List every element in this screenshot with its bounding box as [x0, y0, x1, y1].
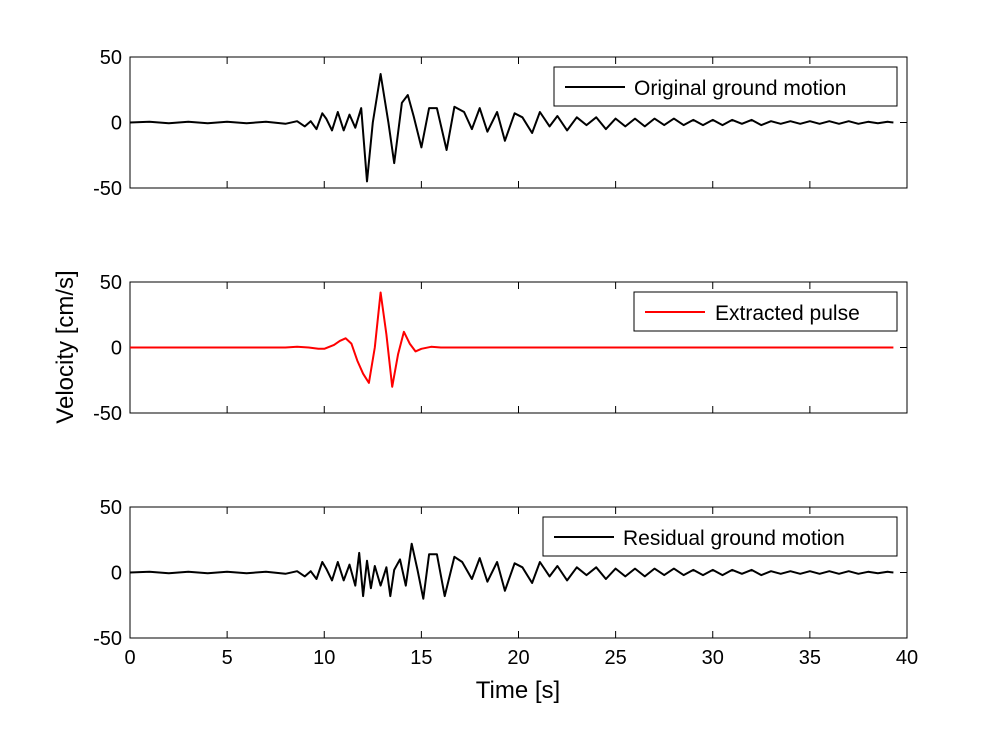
panel-pulse-x-ticks	[129, 282, 908, 413]
series-line-pulse	[130, 291, 894, 388]
legend-original-label: Original ground motion	[634, 77, 846, 100]
x-tick-label: 0	[124, 647, 135, 669]
panel-original: -50 0 50 Original ground motion	[93, 47, 908, 200]
y-tick-label: -50	[93, 403, 122, 425]
y-tick-label: -50	[93, 628, 122, 650]
y-tick-label: 50	[100, 497, 122, 519]
legend-original: Original ground motion	[553, 66, 898, 107]
x-tick-label: 15	[410, 647, 432, 669]
legend-residual: Residual ground motion	[542, 516, 898, 557]
legend-residual-label: Residual ground motion	[623, 527, 845, 550]
x-tick-label: 35	[799, 647, 821, 669]
y-tick-label: 0	[111, 563, 122, 585]
panel-original-y-ticks: -50 0 50	[93, 47, 907, 200]
series-line-residual	[129, 542, 894, 600]
x-axis-title: Time [s]	[476, 677, 560, 704]
series-line-original	[129, 73, 894, 183]
x-tick-label: 5	[222, 647, 233, 669]
x-tick-label: 40	[896, 647, 918, 669]
y-axis-title: Velocity [cm/s]	[52, 270, 79, 423]
panel-original-x-ticks	[129, 57, 908, 188]
y-tick-label: 50	[100, 272, 122, 294]
panel-residual-y-ticks: -50 0 50	[93, 497, 907, 650]
y-tick-label: 50	[100, 47, 122, 69]
legend-pulse-label: Extracted pulse	[715, 302, 860, 325]
y-tick-label: 0	[111, 338, 122, 360]
panel-pulse-y-ticks: -50 0 50	[93, 272, 907, 425]
y-tick-label: 0	[111, 113, 122, 135]
panel-pulse: -50 0 50 Extracted pulse Velocity [cm/s]	[52, 270, 908, 425]
panel-residual-x-ticks: 0 5 10 15 20 25 30 35 40	[124, 507, 918, 669]
x-tick-label: 30	[702, 647, 724, 669]
x-tick-label: 10	[313, 647, 335, 669]
x-tick-label: 25	[605, 647, 627, 669]
y-tick-label: -50	[93, 178, 122, 200]
x-tick-label: 20	[507, 647, 529, 669]
legend-pulse: Extracted pulse	[633, 291, 898, 332]
